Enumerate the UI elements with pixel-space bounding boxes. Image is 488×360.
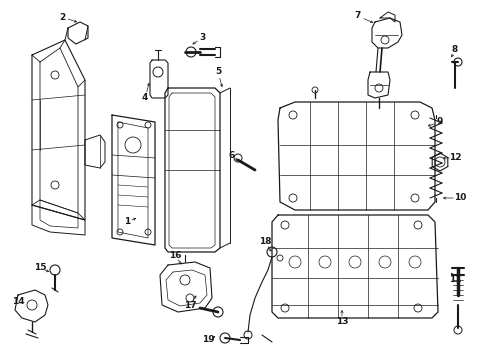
Text: 19: 19: [201, 336, 214, 345]
Text: 13: 13: [335, 318, 347, 327]
Text: 5: 5: [214, 68, 221, 77]
Text: 1: 1: [123, 217, 130, 226]
Text: 6: 6: [228, 150, 235, 159]
Text: 10: 10: [453, 194, 465, 202]
Text: 18: 18: [258, 238, 271, 247]
Text: 16: 16: [168, 251, 181, 260]
Text: 3: 3: [199, 33, 204, 42]
Text: 12: 12: [448, 153, 460, 162]
Text: 15: 15: [34, 264, 46, 273]
Text: 11: 11: [448, 275, 460, 284]
Text: 9: 9: [436, 117, 442, 126]
Text: 2: 2: [59, 13, 65, 22]
Text: 14: 14: [12, 297, 24, 306]
Text: 17: 17: [183, 301, 196, 310]
Text: 7: 7: [354, 12, 361, 21]
Text: 8: 8: [451, 45, 457, 54]
Text: 4: 4: [142, 94, 148, 103]
